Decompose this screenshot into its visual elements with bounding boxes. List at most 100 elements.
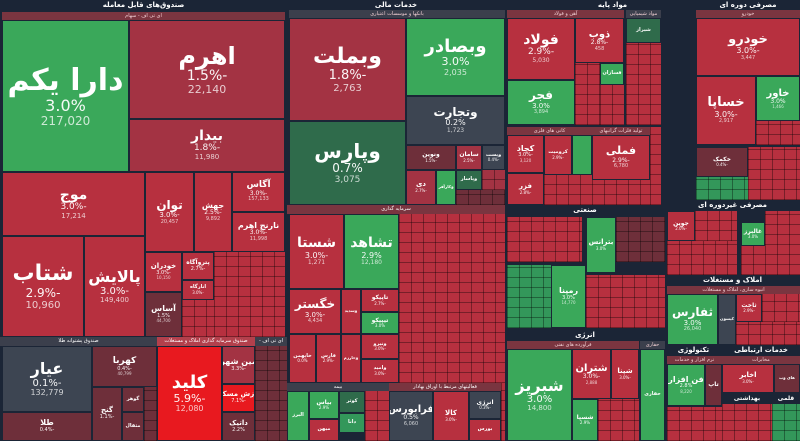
tile-fameli[interactable]: فملی -2.9% 6,780 <box>592 135 650 180</box>
tile-hiweb[interactable]: های وب <box>774 364 800 393</box>
tile-vpost[interactable]: وپست -0.4% <box>482 145 505 170</box>
tile-gohar[interactable]: گوهر <box>122 387 144 412</box>
sector-industrial: صنعتی رمپنا 3.0% 14,770 بترانس 3.0% <box>505 205 665 330</box>
tile-minshahr[interactable]: مین شهر -3.3% <box>222 346 255 384</box>
tile-saman[interactable]: سامان -2.5% <box>456 145 482 170</box>
sector-title: مصرفی غیردوره ای <box>697 201 768 209</box>
tile-khodro[interactable]: خودرو -3.0% 3,447 <box>696 18 800 76</box>
tile-shetab[interactable]: شتاب -2.9% 10,960 <box>2 236 84 337</box>
small-tiles-cluster <box>756 121 800 145</box>
sector-title: صنعتی <box>573 206 597 214</box>
tile-fazar[interactable]: فزر -2.8% <box>507 173 544 205</box>
tile-khavar[interactable]: خاور 3.0% 1,466 <box>756 76 800 121</box>
tile-ganj[interactable]: گنج -1.1% <box>92 387 122 441</box>
tile-bourse[interactable]: بورس <box>469 419 501 441</box>
tile-vpars[interactable]: وپارس 0.7% 3,075 <box>289 121 406 205</box>
tile-tala[interactable]: طلا -0.4% <box>2 412 92 441</box>
tile-mihan[interactable]: میهن <box>309 419 339 441</box>
tile-bidar[interactable]: بیدار -1.8% 11,980 <box>129 119 285 172</box>
tile-khapahman[interactable]: خاپهمن 0.0% <box>289 334 316 383</box>
sector-title: خدمات مالی <box>374 1 418 9</box>
tile-ghalborz[interactable]: غالبرز 3.0% <box>741 222 765 246</box>
tile-khsapa[interactable]: خساپا -3.0% 2,917 <box>696 76 756 145</box>
tile-vtejarat[interactable]: وتجارت 0.2% 1,723 <box>406 96 505 145</box>
tile-btrans[interactable]: بترانس 3.0% <box>586 217 616 273</box>
tile-vsadid[interactable]: وسدید <box>341 289 361 334</box>
tile-vnovin[interactable]: ونوین -1.5% <box>406 145 456 170</box>
tile-shasta[interactable]: شستا -3.0% 1,271 <box>289 214 344 289</box>
tile-arzesh[interactable]: ارزش مسکن -7.1% <box>222 384 255 412</box>
tile-datik[interactable]: داتیک 2.2% <box>222 412 255 441</box>
tile-tap[interactable]: تاپ <box>705 364 722 406</box>
tile-kala[interactable]: کالا -3.0% <box>433 391 469 441</box>
tile-fanafzar[interactable]: فن افزار 2.8% 8,220 <box>667 364 705 406</box>
tile-joyin[interactable]: جوین -2.0% <box>667 211 695 241</box>
tile-petroagah[interactable]: پتروآگاه -2.7% <box>182 252 214 280</box>
tile-kison[interactable]: کیسون <box>718 294 736 345</box>
tile-kelid[interactable]: کلید -5.9% 12,080 <box>157 346 222 441</box>
tile-anaragah[interactable]: انارگاه -3.0% <box>182 280 214 300</box>
tile-sakht[interactable]: ثاخت -2.9% <box>736 294 762 322</box>
tile-fars[interactable]: فارس -2.9% <box>316 334 341 383</box>
tile-vkharazm[interactable]: وخارزم <box>341 334 361 383</box>
tile-jahesh[interactable]: جهش -2.5% 9,892 <box>194 172 232 252</box>
tile-vbemellat[interactable]: وبملت -1.8% 2,763 <box>289 18 406 121</box>
tile-shabriz[interactable]: شبریز 3.0% 14,800 <box>507 349 572 441</box>
tile-vniro[interactable]: ونیرو -3.0% <box>361 334 399 359</box>
tile-iral[interactable] <box>572 135 592 175</box>
tile-khodran[interactable]: خودران -3.0% 10,150 <box>145 252 182 292</box>
tile-palayesh[interactable]: پالایش -3.0% 149,400 <box>84 236 145 337</box>
tile-kchad[interactable]: کچاد -3.0% 3,120 <box>507 135 544 173</box>
tile-kromit[interactable]: کرومیت -2.9% <box>544 135 572 175</box>
small-tiles-cluster <box>616 217 665 262</box>
tile-shiraz[interactable]: شیراز <box>626 18 661 43</box>
sector-etf: صندوق‌های قابل معامله ای تی اف - سهام دا… <box>0 0 287 337</box>
sector-title: مواد پایه <box>597 1 628 9</box>
tile-vkarafar[interactable]: وکارآفر <box>436 170 456 205</box>
tile-fsazan[interactable]: فسازان <box>600 63 624 85</box>
tile-mesghal[interactable]: مثقال <box>122 412 144 441</box>
tile-agas[interactable]: آگاس -3.0% 157,133 <box>232 172 285 212</box>
tile-fajr[interactable]: فجر 3.0% 3,894 <box>507 80 575 125</box>
tile-vpasar[interactable]: وپاسار <box>456 170 482 190</box>
small-tiles-cluster <box>214 252 285 337</box>
tile-dana[interactable]: دانا <box>339 413 365 433</box>
small-tiles-cluster <box>592 180 650 205</box>
subsector-property: انبوه سازی، املاک و مستغلات ثفارس 3.0% 2… <box>667 286 800 345</box>
tile-tapiko[interactable]: تاپیکو -2.7% <box>361 289 399 312</box>
tile-shtran[interactable]: شتران -3.0% 2,888 <box>572 349 611 399</box>
tile-tshahed[interactable]: تشاهد 2.9% 12,180 <box>344 214 399 289</box>
tile-hafari[interactable]: حفاری <box>640 349 665 441</box>
tile-mowj[interactable]: موج -3.0% 17,214 <box>2 172 145 236</box>
tile-khgostar[interactable]: خگستر -3.0% 4,434 <box>289 289 341 334</box>
tile-kahroba[interactable]: کهربا -0.4% 40,799 <box>92 346 157 387</box>
tile-akhaber[interactable]: اخابر -3.0% <box>722 364 774 393</box>
tile-alborz[interactable]: البرز <box>287 391 309 441</box>
tile-bepas[interactable]: بپاس 2.9% <box>309 391 339 419</box>
sector-consumer-cyclical: مصرفی دوره ای خودرو خودرو -3.0% 3,447 خس… <box>696 0 800 200</box>
tile-asas[interactable]: آساس 1.5% 44,700 <box>145 292 182 337</box>
tile-sfars[interactable]: ثفارس 3.0% 26,040 <box>667 294 718 345</box>
tile-farabourse[interactable]: فرابورس 0.5% 6,060 <box>389 391 433 441</box>
tile-narenj[interactable]: نارنج اهرم -3.0% 11,998 <box>232 212 285 252</box>
tile-dara[interactable]: دارا یکم 3.0% 217,020 <box>2 20 129 172</box>
tile-zob[interactable]: ذوب -2.8% 458 <box>575 18 624 63</box>
tile-tipiko[interactable]: تیپیکو 3.0% <box>361 312 399 334</box>
tile-kowsar[interactable]: کوثر <box>339 391 365 413</box>
tile-shsepa[interactable]: شسپا 2.9% <box>572 399 598 441</box>
tile-energy-exchange[interactable]: انرژی -0.3% <box>469 391 501 419</box>
tile-rampna[interactable]: رمپنا 3.0% 14,770 <box>551 265 586 328</box>
tile-tavan[interactable]: توان -3.0% 20,457 <box>145 172 194 252</box>
subsector-title: آهن و فولاد <box>507 10 624 18</box>
subsector-chemicals: مواد شیمیایی متنوع شیراز <box>626 10 661 125</box>
tile-ahrom[interactable]: اهرم -1.5% 22,140 <box>129 20 285 119</box>
tile-vbsader[interactable]: وبصادر 3.0% 2,035 <box>406 18 505 96</box>
tile-shpna[interactable]: شپنا -3.0% <box>611 349 639 399</box>
tile-ayar[interactable]: عیار -0.1% 132,779 <box>2 346 92 412</box>
sector-investment: سرمایه گذاری شستا -3.0% 1,271 تشاهد 2.9%… <box>287 205 505 383</box>
tile-vamid[interactable]: وامید -3.0% <box>361 359 399 383</box>
tile-foolad[interactable]: فولاد -2.9% 5,030 <box>507 18 575 80</box>
tile-dey[interactable]: دی -2.7% <box>406 170 436 205</box>
tile-khkomak[interactable]: خکمک -0.4% <box>696 147 748 177</box>
